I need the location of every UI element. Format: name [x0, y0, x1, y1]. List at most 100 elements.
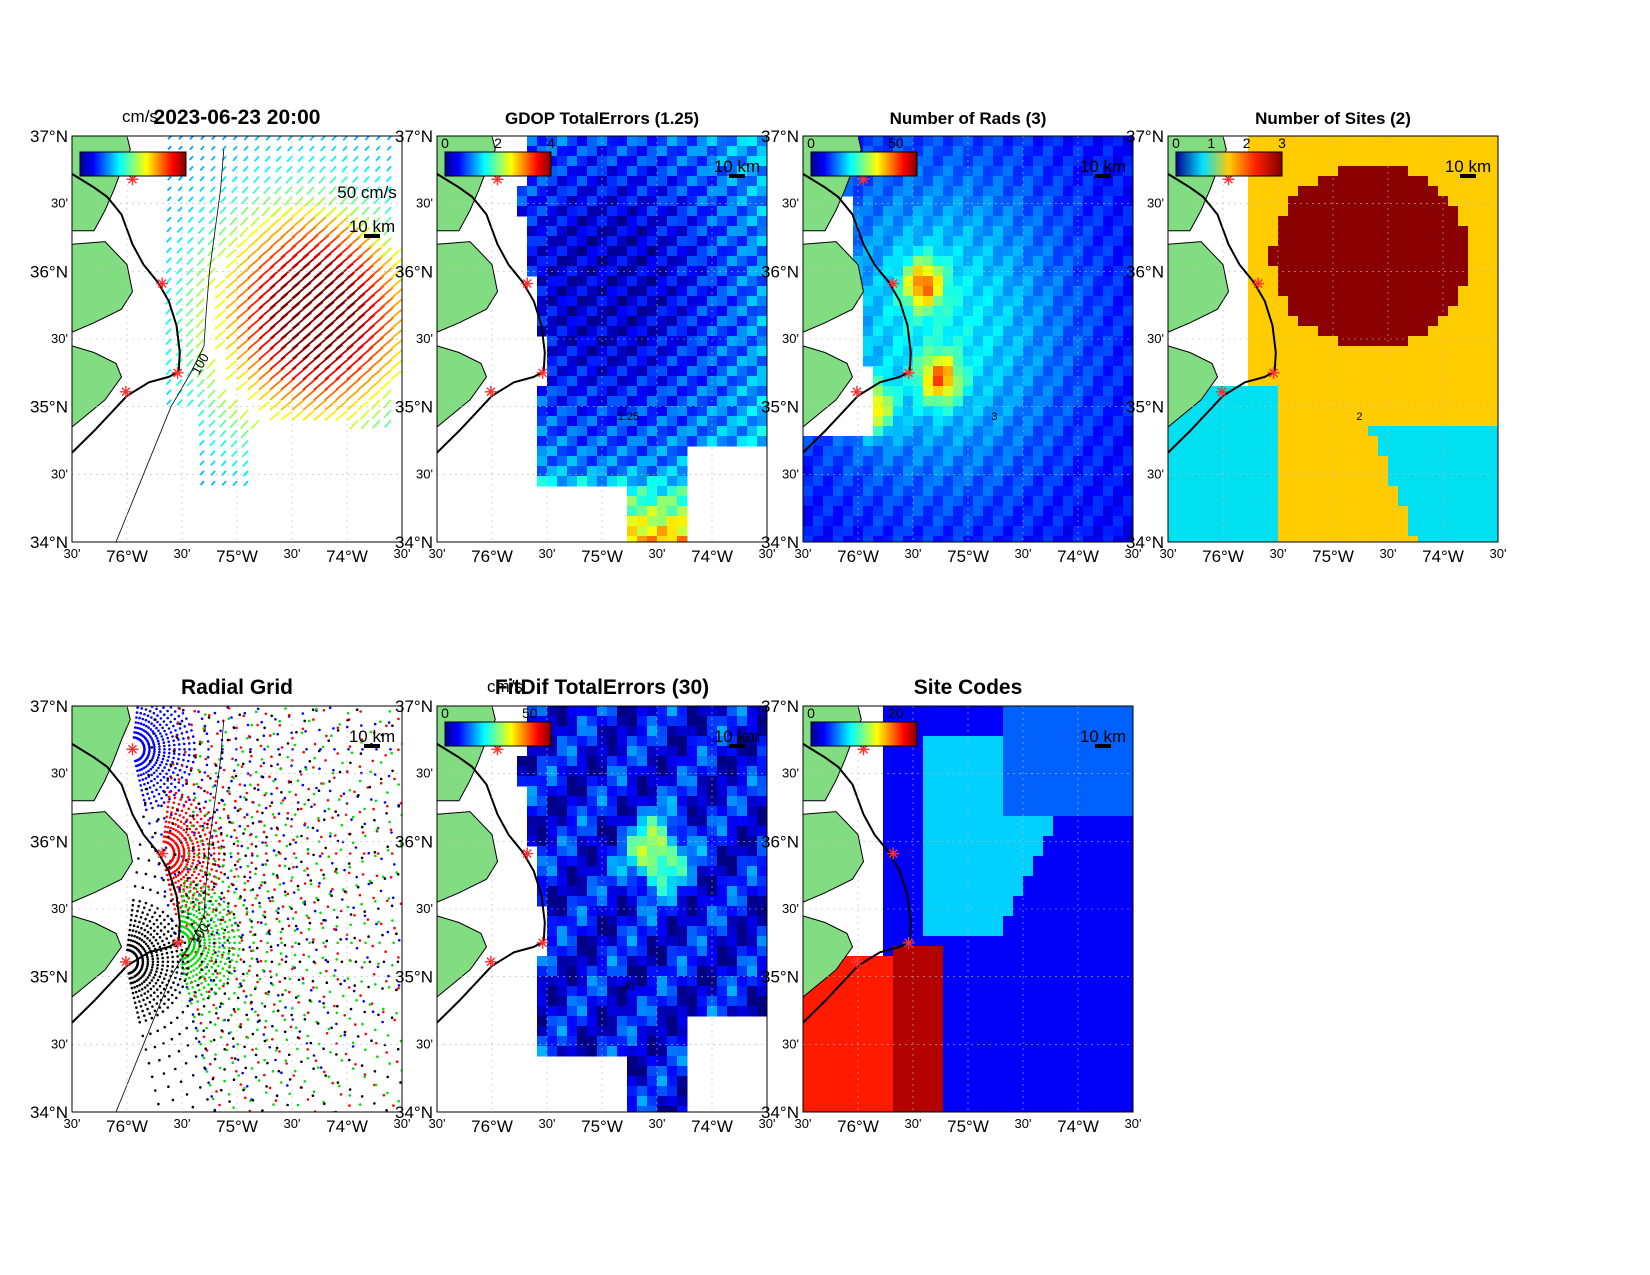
- data-cell: [677, 206, 688, 217]
- site-count-cell: [1328, 436, 1339, 447]
- data-cell: [1123, 356, 1133, 367]
- radial-point: [155, 758, 159, 762]
- data-cell: [607, 246, 618, 257]
- site-count-cell: [1298, 506, 1309, 517]
- data-cell: [843, 436, 854, 447]
- site-count-cell: [1458, 426, 1469, 437]
- current-vector: [261, 206, 271, 217]
- radial-points: [126, 568, 419, 1112]
- data-cell: [1003, 286, 1014, 297]
- data-cell: [1043, 246, 1054, 257]
- site-count-cell: [1348, 316, 1359, 327]
- data-cell: [1043, 276, 1054, 287]
- current-vector: [335, 226, 350, 239]
- site-count-cell: [1448, 166, 1459, 177]
- coastline: [1168, 173, 1277, 454]
- current-vector: [225, 338, 238, 350]
- data-cell: [923, 316, 934, 327]
- site-count-cell: [1328, 296, 1339, 307]
- site-count-cell: [1168, 496, 1179, 507]
- site-count-cell: [1388, 206, 1399, 217]
- site-count-cell: [1438, 376, 1449, 387]
- data-cell: [667, 366, 678, 377]
- site-count-cell: [1358, 146, 1369, 157]
- data-cell: [1073, 326, 1084, 337]
- current-vector: [175, 267, 183, 275]
- site-count-cell: [1268, 356, 1279, 367]
- site-count-cell: [1378, 406, 1389, 417]
- current-vector: [375, 136, 381, 141]
- data-cell: [537, 206, 548, 217]
- data-cell: [933, 496, 944, 507]
- current-vector: [167, 176, 172, 181]
- data-cell: [677, 516, 688, 527]
- current-vector: [285, 176, 293, 184]
- site-count-cell: [1248, 356, 1259, 367]
- data-cell: [1053, 256, 1064, 267]
- radial-point: [416, 718, 419, 721]
- data-cell: [1063, 476, 1074, 487]
- data-cell: [1013, 216, 1024, 227]
- site-count-cell: [1298, 286, 1309, 297]
- site-count-cell: [1278, 376, 1289, 387]
- radial-point: [139, 773, 143, 777]
- site-count-cell: [1338, 166, 1349, 177]
- data-cell: [953, 416, 964, 427]
- data-cell: [1043, 326, 1054, 337]
- site-count-cell: [1288, 176, 1299, 187]
- site-count-cell: [1358, 526, 1369, 537]
- data-cell: [687, 206, 698, 217]
- radial-point: [234, 737, 238, 740]
- data-cell: [1033, 406, 1044, 417]
- data-cell: [863, 146, 874, 157]
- site-count-cell: [1188, 506, 1199, 517]
- data-cell: [1123, 136, 1133, 147]
- current-vector: [284, 186, 293, 195]
- data-cell: [547, 396, 558, 407]
- data-cell: [517, 206, 528, 217]
- site-count-cell: [1398, 306, 1409, 317]
- current-vector: [269, 389, 283, 401]
- data-cell: [637, 236, 648, 247]
- data-cell: [577, 446, 588, 457]
- radial-point: [370, 698, 373, 701]
- site-count-cell: [1468, 256, 1479, 267]
- data-cell: [627, 376, 638, 387]
- data-cell: [637, 166, 648, 177]
- site-count-cell: [1328, 286, 1339, 297]
- current-vector: [372, 206, 381, 215]
- data-cell: [973, 306, 984, 317]
- site-count-cell: [1348, 146, 1359, 157]
- site-count-cell: [1438, 476, 1449, 487]
- data-cell: [757, 436, 767, 447]
- radial-point: [343, 979, 347, 982]
- site-count-cell: [1248, 446, 1259, 457]
- radial-point: [335, 568, 338, 571]
- radial-point: [137, 774, 140, 777]
- radial-point: [221, 944, 225, 947]
- data-cell: [567, 396, 578, 407]
- radial-point: [355, 650, 358, 653]
- data-cell: [1063, 426, 1074, 437]
- radial-point: [163, 729, 166, 733]
- contour-label: 3: [991, 411, 997, 423]
- site-count-cell: [1288, 296, 1299, 307]
- radial-point: [367, 882, 371, 886]
- radial-point: [318, 881, 321, 885]
- radial-point: [152, 724, 156, 727]
- current-vector: [313, 410, 326, 421]
- site-count-cell: [1268, 246, 1279, 257]
- data-cell: [557, 476, 568, 487]
- radial-point: [213, 711, 217, 715]
- data-cell: [537, 226, 548, 237]
- radial-point: [352, 989, 356, 993]
- data-cell: [1103, 406, 1114, 417]
- radar-site-marker: [491, 173, 504, 186]
- data-cell: [727, 216, 738, 227]
- data-cell: [923, 536, 934, 542]
- current-vector: [195, 338, 205, 349]
- data-cell: [1113, 416, 1124, 427]
- site-count-cell: [1478, 276, 1489, 287]
- data-cell: [667, 306, 678, 317]
- data-cell: [1033, 156, 1044, 167]
